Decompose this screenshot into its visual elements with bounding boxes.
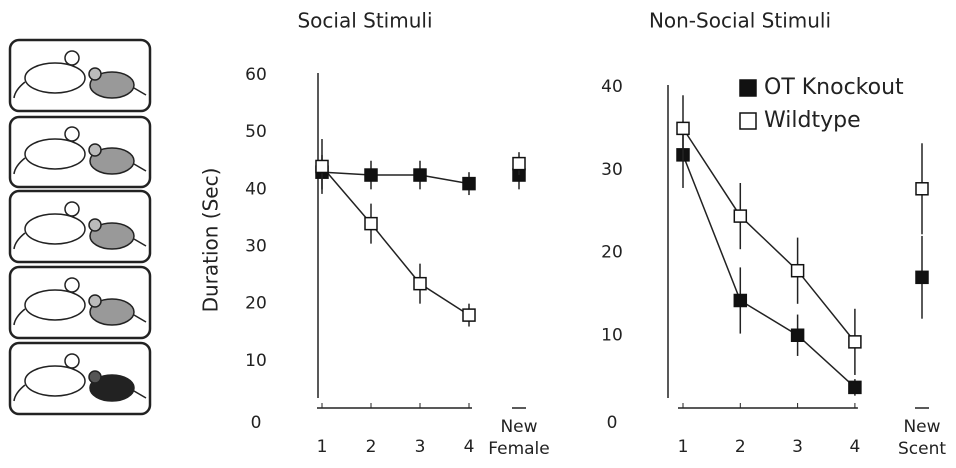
y-tick-label: 30 [245, 237, 267, 257]
marker [512, 156, 526, 171]
mouse-panels [8, 38, 152, 416]
y-tick-label: 40 [601, 77, 623, 97]
y-tick-label: 0 [607, 413, 618, 433]
legend-swatch [739, 112, 757, 130]
x-tick-label: 1 [317, 437, 328, 457]
marker [462, 308, 476, 322]
x-tick-label: 4 [464, 437, 475, 457]
marker [848, 380, 862, 395]
series-line [682, 127, 856, 343]
marker [364, 216, 378, 231]
probe-label: New Female [488, 417, 550, 459]
y-tick-label: 20 [601, 243, 623, 263]
y-tick-label: 40 [245, 179, 267, 199]
marker [915, 270, 929, 285]
x-tick-label: 1 [678, 437, 689, 457]
series-line [682, 154, 856, 388]
series-line [321, 171, 470, 185]
y-tick-label: 10 [245, 351, 267, 371]
y-tick-label: 0 [251, 413, 262, 433]
mouse-panel [8, 265, 152, 340]
x-tick-label: 3 [792, 437, 803, 457]
marker [848, 335, 862, 349]
marker [733, 209, 748, 223]
mouse-panel [8, 189, 152, 264]
chart-title: Social Stimuli [297, 9, 432, 33]
marker [915, 182, 929, 196]
y-tick-label: 20 [245, 294, 267, 314]
marker [733, 293, 748, 308]
mouse-panel [8, 341, 152, 416]
x-tick-label: 4 [849, 437, 860, 457]
legend-label: OT Knockout [764, 75, 904, 100]
x-tick-label: 3 [415, 437, 426, 457]
marker [364, 168, 378, 182]
x-tick-label: 2 [735, 437, 746, 457]
legend-swatch [739, 79, 757, 97]
marker [413, 168, 427, 182]
marker [790, 328, 805, 342]
probe-label: New Scent [897, 417, 947, 459]
series-line [321, 165, 470, 316]
x-tick-label: 2 [366, 437, 377, 457]
y-tick-label: 50 [245, 122, 267, 142]
y-tick-label: 10 [601, 325, 623, 345]
y-tick-label: 30 [601, 160, 623, 180]
mouse-panel [8, 38, 152, 113]
marker [315, 159, 329, 174]
marker [462, 176, 476, 191]
y-axis-label: Duration (Sec) [199, 168, 223, 313]
mouse-panel [8, 115, 152, 189]
y-tick-label: 60 [245, 65, 267, 85]
legend-label: Wildtype [764, 108, 861, 133]
marker [790, 263, 805, 278]
marker [676, 121, 690, 136]
marker [413, 276, 427, 291]
chart-title: Non-Social Stimuli [649, 9, 831, 33]
